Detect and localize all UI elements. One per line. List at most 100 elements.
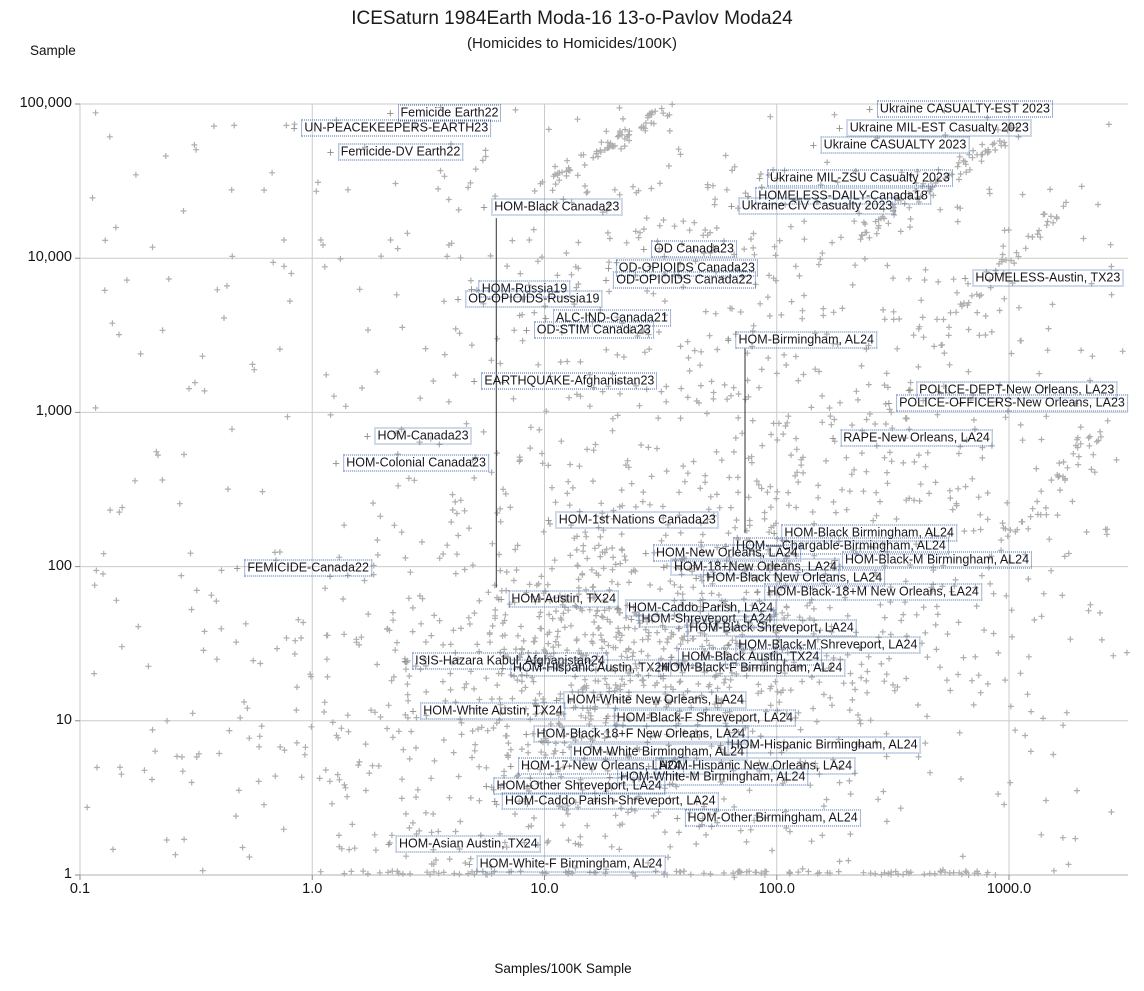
x-tick-label: 0.1 <box>69 881 91 897</box>
plus-marker-icon: + <box>363 428 372 444</box>
data-point-label-text: HOM-Caddo Parish-Shreveport, LA24 <box>505 793 716 808</box>
data-point-label-text: Femicide-DV Earth22 <box>340 144 461 159</box>
plus-marker-icon: + <box>602 710 611 726</box>
plus-marker-icon: + <box>753 584 761 600</box>
data-point-label[interactable]: + OD-OPIOIDS-Russia19 <box>454 290 603 308</box>
data-point-label[interactable]: + OD-STIM Canada23 <box>523 321 654 339</box>
data-point-label[interactable]: + FEMICIDE-Canada22 <box>233 559 372 577</box>
x-tick-label: 10.0 <box>530 881 559 897</box>
data-point-label[interactable]: + RAPE-New Orleans, LA24 <box>829 429 993 447</box>
plus-marker-icon: + <box>644 758 653 774</box>
data-point-label-text: Femicide Earth22 <box>400 105 499 120</box>
data-point-label[interactable]: + HOM-White New Orleans, LA24 <box>553 691 747 709</box>
plus-marker-icon: + <box>604 260 613 276</box>
data-point-label[interactable]: + HOM-Austin, TX24 <box>497 590 620 608</box>
data-point-label[interactable]: + HOM-Canada23 <box>364 427 472 445</box>
data-point-label[interactable]: + HOM-White-F Birmingham, AL24 <box>466 855 666 873</box>
data-point-label-text: HOM-White-F Birmingham, AL24 <box>479 856 663 871</box>
data-point-label[interactable]: + EARTHQUAKE-Afghanistan23 <box>470 372 658 390</box>
plus-marker-icon: + <box>831 552 839 568</box>
data-point-label[interactable]: + HOM-Black Birmingham, AL24 <box>770 524 957 542</box>
data-point-label[interactable]: + HOM-—Chargable-Birmingham, AL24 <box>722 537 949 555</box>
x-tick-label: 100.0 <box>758 881 795 897</box>
data-point-label-text: OD-OPIOIDS-Russia19 <box>468 291 600 306</box>
data-point-label[interactable]: + HOM-Asian Austin, TX24 <box>385 835 541 853</box>
data-point-label[interactable]: + HOM-Russia19 <box>468 280 571 298</box>
data-point-label-text: HOM-Black Birmingham, AL24 <box>784 525 954 540</box>
data-point-label[interactable]: + HOM-Shreveport, LA24 <box>628 610 776 628</box>
data-point-label[interactable]: + OD Canada23 <box>640 240 737 258</box>
data-point-label[interactable]: + HOM-Black Shreveport, LA24 <box>675 619 857 637</box>
data-point-label-text: HOM-Other Shreveport, LA24 <box>496 778 662 793</box>
data-point-label[interactable]: + HOM-Black-M Shreveport, LA24 <box>724 636 921 654</box>
data-point-label[interactable]: + HOM-White-M Birmingham, AL24 <box>606 768 809 786</box>
data-point-label[interactable]: + Ukraine CASUALTY 2023 <box>810 136 970 154</box>
data-point-label[interactable]: + OD-OPIOIDS Canada23 <box>605 259 758 277</box>
x-tick-label: 1000.0 <box>986 881 1032 897</box>
data-point-label[interactable]: + UN-PEACEKEEPERS-EARTH23 <box>290 119 492 137</box>
data-point-label[interactable]: + HOM-New Orleans, LA24 <box>642 544 801 562</box>
data-point-label[interactable]: + HOM-Other Birmingham, AL24 <box>674 809 861 827</box>
plus-marker-icon: + <box>673 810 682 826</box>
data-point-label-text: EARTHQUAKE-Afghanistan23 <box>484 373 655 388</box>
data-point-label-text: HOM-Austin, TX24 <box>511 591 617 606</box>
data-point-label[interactable]: + HOM-Black-F Birmingham, AL24 <box>647 659 846 677</box>
data-point-label[interactable]: + HOM-1st Nations Canada23 <box>545 511 719 529</box>
data-point-label[interactable]: + Ukraine MIL-EST Casualty 2023 <box>836 119 1032 137</box>
data-point-label-text: HOM-Russia19 <box>481 281 568 296</box>
plus-marker-icon: + <box>480 199 488 215</box>
plus-marker-icon: + <box>605 769 614 785</box>
data-point-label[interactable]: + Ukraine MIL-ZSU Casualty 2023 <box>756 169 953 187</box>
data-point-label[interactable]: + HOM-Colonial Canada23 <box>332 454 489 472</box>
data-point-label[interactable]: + HOM-White Austin, TX24 <box>409 702 566 720</box>
data-point-label[interactable]: + HOM-White Birmingham, AL24 <box>559 743 748 761</box>
plus-marker-icon: + <box>724 637 732 653</box>
data-point-label[interactable]: + HOM-Hispanic Birmingham, AL24 <box>717 736 921 754</box>
data-point-label-text: HOM-Black-18+F New Orleans, LA24 <box>536 726 746 741</box>
x-axis-title: Samples/100K Sample <box>494 961 632 976</box>
data-point-label-text: HOM-Black-M Shreveport, LA24 <box>738 637 918 652</box>
data-point-label[interactable]: + ALC-IND-Canada21 <box>542 309 671 327</box>
data-point-label[interactable]: + Femicide-DV Earth22 <box>327 143 464 161</box>
data-point-label[interactable]: + HOM-Other Shreveport, LA24 <box>482 777 665 795</box>
x-tick-label: 1.0 <box>302 881 323 897</box>
plus-marker-icon: + <box>905 382 913 398</box>
data-point-label[interactable]: + Femicide Earth22 <box>387 104 502 122</box>
plus-marker-icon: + <box>401 653 409 669</box>
data-point-label[interactable]: + HOM-Black-18+F New Orleans, LA24 <box>522 725 749 743</box>
data-point-label[interactable]: + HOM-Birmingham, AL24 <box>725 331 877 349</box>
plus-marker-icon: + <box>675 620 683 636</box>
plus-marker-icon: + <box>507 758 515 774</box>
data-point-label[interactable]: + HOM-Caddo Parish-Shreveport, LA24 <box>491 792 719 810</box>
data-point-label[interactable]: + HOM-Black-18+M New Orleans, LA24 <box>753 583 982 601</box>
label-leader-lines <box>495 218 746 588</box>
plus-marker-icon: + <box>667 649 675 665</box>
data-point-label-text: RAPE-New Orleans, LA24 <box>843 430 990 445</box>
data-point-label-text: HOM-Black Shreveport, LA24 <box>689 620 854 635</box>
data-point-label-text: HOM-Black-F Birmingham, AL24 <box>661 660 843 675</box>
data-point-label[interactable]: + HOM-Black-M Birmingham, AL24 <box>831 551 1033 569</box>
plus-marker-icon: + <box>467 281 476 297</box>
data-point-label-text: UN-PEACEKEEPERS-EARTH23 <box>304 120 489 135</box>
plus-marker-icon: + <box>613 600 622 616</box>
plus-marker-icon: + <box>559 744 567 760</box>
data-point-label[interactable]: + Ukraine CIV Casualty 2023 <box>728 197 896 215</box>
data-point-label[interactable]: + HOM-Black New Orleans, LA24 <box>692 569 886 587</box>
data-point-label[interactable]: + Ukraine CASUALTY-EST 2023 <box>866 100 1053 118</box>
plus-marker-icon: + <box>692 570 700 586</box>
y-tick-label: 10,000 <box>27 249 72 266</box>
data-point-label[interactable]: + POLICE-OFFICERS-New Orleans, LA23 <box>885 394 1128 412</box>
data-point-label[interactable]: + HOMELESS-Austin, TX23 <box>961 269 1124 287</box>
data-point-label-text: HOM-Black New Orleans, LA24 <box>706 570 883 585</box>
plus-marker-icon: + <box>961 270 969 286</box>
data-point-label[interactable]: + OD-OPIOIDS Canada22 <box>602 271 756 289</box>
data-point-label[interactable]: + HOM-Hispanic Austin, TX24 <box>499 659 672 677</box>
data-point-label[interactable]: + HOM-Black-F Shreveport, LA24 <box>603 709 797 727</box>
data-point-label[interactable]: + HOM-Black Canada23 <box>480 198 623 216</box>
plus-marker-icon: + <box>470 373 478 389</box>
plus-marker-icon: + <box>744 188 752 204</box>
data-point-label[interactable]: + POLICE-DEPT-New Orleans, LA23 <box>905 381 1118 399</box>
data-point-label[interactable]: + HOMELESS-DAILY-Canada18 <box>744 187 931 205</box>
